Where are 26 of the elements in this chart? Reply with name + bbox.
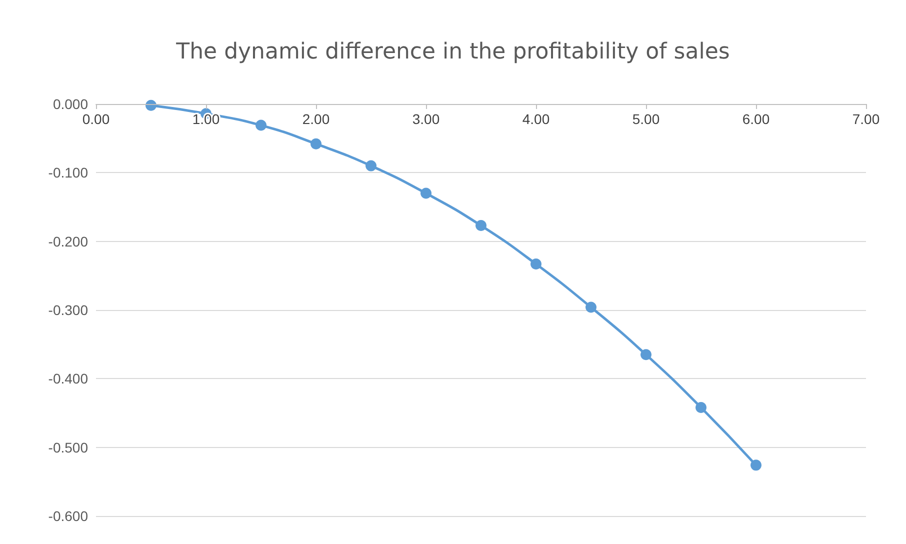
x-tick-label: 1.00 (192, 111, 220, 127)
x-tick-label: 4.00 (522, 111, 550, 127)
y-tick-label: -0.500 (48, 439, 88, 456)
y-tick-label: 0.000 (52, 96, 88, 112)
y-tick-label: -0.100 (48, 164, 88, 181)
x-tick-label: 5.00 (632, 111, 660, 127)
point (750, 460, 762, 471)
x-tick-label: 7.00 (852, 111, 880, 127)
x-tick-label: 3.00 (412, 111, 440, 127)
point (696, 402, 706, 414)
point (476, 220, 486, 232)
y-tick-label: -0.300 (48, 302, 88, 318)
point (420, 188, 432, 199)
point (586, 302, 596, 313)
point (640, 349, 652, 360)
point (256, 120, 266, 131)
x-tick-label: 6.00 (742, 111, 770, 127)
point (530, 258, 542, 270)
y-tick-label: -0.200 (48, 233, 88, 250)
y-tick-label: -0.400 (48, 370, 88, 387)
point (366, 160, 376, 172)
x-tick-label: 2.00 (302, 111, 330, 127)
point (310, 138, 322, 150)
x-tick-label: 0.00 (82, 111, 110, 127)
chart-title: The dynamic difference in the profitability of sales (175, 40, 730, 64)
y-tick-label: -0.600 (48, 508, 88, 524)
